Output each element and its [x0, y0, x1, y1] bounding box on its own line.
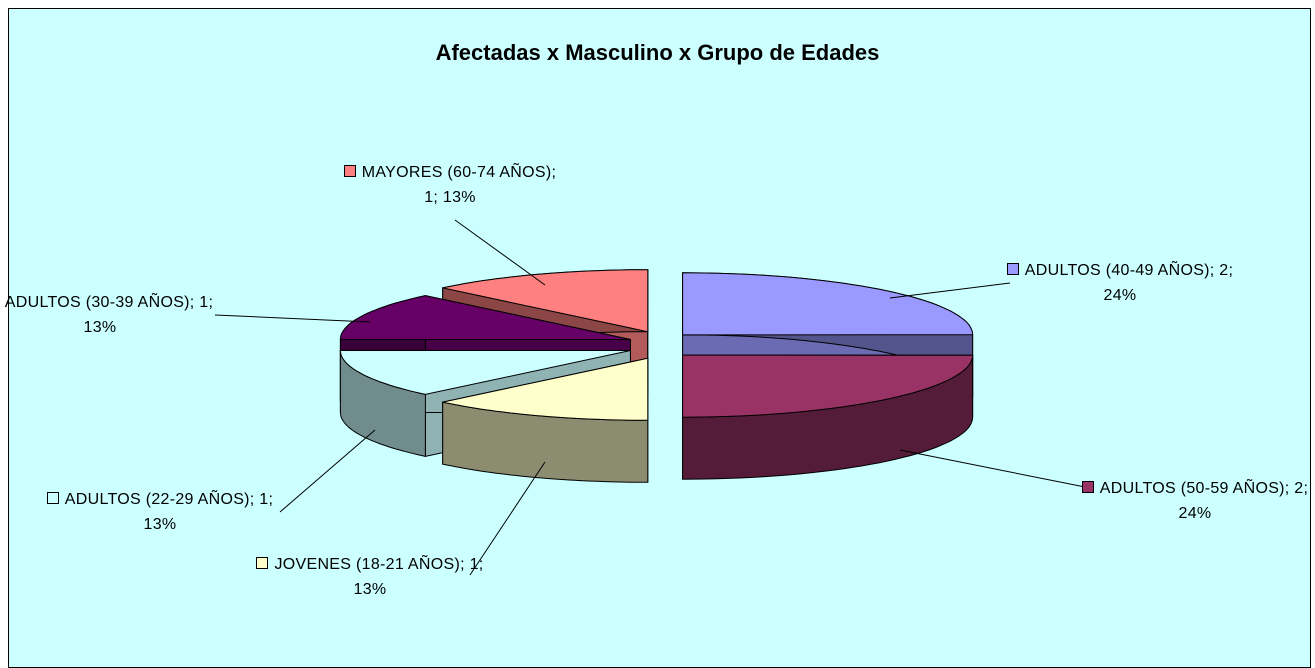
label-text: ADULTOS (40-49 AÑOS); 2; 24% — [1024, 262, 1234, 304]
label-text: ADULTOS (30-39 AÑOS); 1; 13% — [4, 294, 214, 336]
data-label: ADULTOS (30-39 AÑOS); 1; 13% — [0, 290, 215, 340]
leader-line — [889, 282, 1011, 299]
data-label: ADULTOS (22-29 AÑOS); 1; 13% — [45, 487, 275, 537]
data-label: ADULTOS (40-49 AÑOS); 2; 24% — [1005, 258, 1235, 308]
slice — [339, 295, 631, 341]
label-text: JOVENES (18-21 AÑOS); 1; 13% — [274, 556, 484, 598]
slice — [682, 272, 974, 336]
label-key — [256, 557, 269, 569]
leader-line — [469, 461, 546, 576]
slice — [339, 349, 631, 395]
label-key — [46, 492, 59, 504]
label-text: ADULTOS (50-59 AÑOS); 2; 24% — [1099, 480, 1309, 522]
data-label: JOVENES (18-21 AÑOS); 1; 13% — [255, 552, 485, 602]
data-label: ADULTOS (50-59 AÑOS); 2; 24% — [1080, 476, 1310, 526]
label-key — [1081, 481, 1094, 493]
leader-line — [214, 314, 371, 323]
label-text: ADULTOS (22-29 AÑOS); 1; 13% — [64, 491, 274, 533]
slice — [442, 269, 649, 333]
leader-line — [279, 429, 376, 513]
data-label: MAYORES (60-74 AÑOS); 1; 13% — [335, 160, 565, 210]
chart-title: Afectadas x Masculino x Grupo de Edades — [435, 40, 880, 65]
label-key — [1006, 263, 1019, 275]
label-key — [343, 165, 356, 177]
leader-line — [899, 449, 1086, 488]
slice — [682, 354, 974, 418]
label-text: MAYORES (60-74 AÑOS); 1; 13% — [361, 164, 557, 206]
chart-area — [8, 8, 1311, 668]
slice — [442, 357, 649, 421]
leader-line — [454, 219, 546, 286]
